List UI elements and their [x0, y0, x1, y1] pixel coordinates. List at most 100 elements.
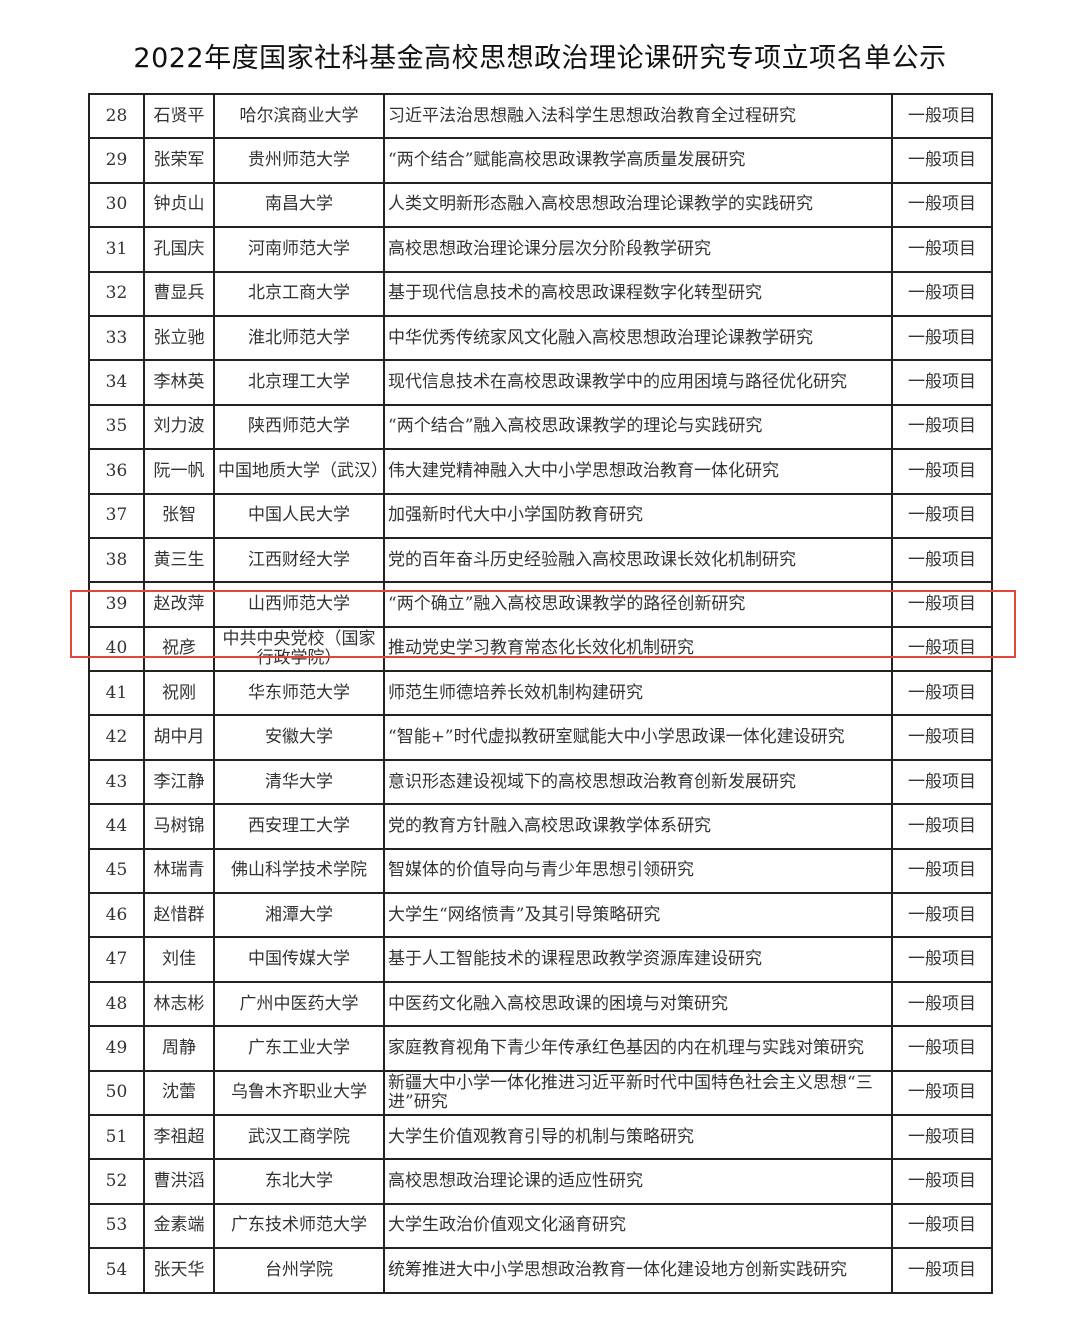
institution: 湘潭大学 — [213, 892, 385, 939]
project-type: 一般项目 — [891, 1025, 993, 1072]
project-type: 一般项目 — [891, 758, 993, 806]
row-number: 41 — [88, 670, 145, 717]
project-title: 党的教育方针融入高校思政课教学体系研究 — [383, 803, 893, 850]
row-number: 32 — [88, 270, 145, 317]
table-row: 32 曹显兵 北京工商大学 基于现代信息技术的高校思政课程数字化转型研究 一般项目 — [88, 270, 993, 317]
row-number: 40 — [88, 625, 145, 673]
applicant-name: 祝彦 — [143, 625, 215, 673]
institution: 安徽大学 — [213, 714, 385, 761]
institution: 清华大学 — [213, 758, 385, 806]
project-title: “两个确立”融入高校思政课教学的路径创新研究 — [383, 581, 893, 628]
table-row: 30 钟贞山 南昌大学 人类文明新形态融入高校思想政治理论课教学的实践研究 一般项目 — [88, 181, 993, 229]
row-number: 51 — [88, 1113, 145, 1161]
applicant-name: 曹洪滔 — [143, 1158, 215, 1205]
table-row: 37 张智 中国人民大学 加强新时代大中小学国防教育研究 一般项目 — [88, 492, 993, 539]
applicant-name: 阮一帆 — [143, 448, 215, 495]
institution: 河南师范大学 — [213, 226, 385, 273]
table-row: 28 石贤平 哈尔滨商业大学 习近平法治思想融入法科学生思想政治教育全过程研究 一般项目 — [88, 92, 993, 140]
table-row: 41 祝刚 华东师范大学 师范生师德培养长效机制构建研究 一般项目 — [88, 670, 993, 717]
institution: 淮北师范大学 — [213, 314, 385, 362]
row-number: 29 — [88, 137, 145, 184]
project-title: 高校思想政治理论课的适应性研究 — [383, 1158, 893, 1205]
project-type: 一般项目 — [891, 625, 993, 673]
row-number: 36 — [88, 448, 145, 495]
table-row: 48 林志彬 广州中医药大学 中医药文化融入高校思政课的困境与对策研究 一般项目 — [88, 980, 993, 1028]
table-row: 50 沈蕾 乌鲁木齐职业大学 新疆大中小学一体化推进习近平新时代中国特色社会主义思想“… — [88, 1069, 993, 1116]
project-title: 师范生师德培养长效机制构建研究 — [383, 670, 893, 717]
applicant-name: 周静 — [143, 1025, 215, 1072]
applicant-name: 沈蕾 — [143, 1069, 215, 1116]
institution: 江西财经大学 — [213, 536, 385, 584]
applicant-name: 曹显兵 — [143, 270, 215, 317]
row-number: 45 — [88, 847, 145, 895]
project-title: “两个结合”赋能高校思政课教学高质量发展研究 — [383, 137, 893, 184]
applicant-name: 金素端 — [143, 1202, 215, 1250]
table-row: 45 林瑞青 佛山科学技术学院 智媒体的价值导向与青少年思想引领研究 一般项目 — [88, 847, 993, 895]
row-number: 48 — [88, 980, 145, 1028]
institution: 东北大学 — [213, 1158, 385, 1205]
table-row: 35 刘力波 陕西师范大学 “两个结合”融入高校思政课教学的理论与实践研究 一般项目 — [88, 403, 993, 451]
applicant-name: 张天华 — [143, 1247, 215, 1294]
institution: 广州中医药大学 — [213, 980, 385, 1028]
institution: 西安理工大学 — [213, 803, 385, 850]
table-row: 42 胡中月 安徽大学 “智能+”时代虚拟教研室赋能大中小学思政课一体化建设研究 一般项… — [88, 714, 993, 761]
table-row: 43 李江静 清华大学 意识形态建设视域下的高校思想政治教育创新发展研究 一般项目 — [88, 758, 993, 806]
project-type: 一般项目 — [891, 892, 993, 939]
project-type: 一般项目 — [891, 270, 993, 317]
institution: 华东师范大学 — [213, 670, 385, 717]
institution: 北京工商大学 — [213, 270, 385, 317]
project-type: 一般项目 — [891, 226, 993, 273]
project-title: 人类文明新形态融入高校思想政治理论课教学的实践研究 — [383, 181, 893, 229]
project-title: 大学生政治价值观文化涵育研究 — [383, 1202, 893, 1250]
project-type: 一般项目 — [891, 1113, 993, 1161]
institution: 贵州师范大学 — [213, 137, 385, 184]
project-title: 加强新时代大中小学国防教育研究 — [383, 492, 893, 539]
document-title: 2022年度国家社科基金高校思想政治理论课研究专项立项名单公示 — [133, 43, 947, 74]
row-number: 47 — [88, 936, 145, 983]
table-row: 33 张立驰 淮北师范大学 中华优秀传统家风文化融入高校思想政治理论课教学研究 一般项目 — [88, 314, 993, 362]
project-title: 习近平法治思想融入法科学生思想政治教育全过程研究 — [383, 92, 893, 140]
institution: 哈尔滨商业大学 — [213, 92, 385, 140]
project-title: 大学生价值观教育引导的机制与策略研究 — [383, 1113, 893, 1161]
row-number: 53 — [88, 1202, 145, 1250]
applicant-name: 马树锦 — [143, 803, 215, 850]
project-type: 一般项目 — [891, 137, 993, 184]
applicant-name: 胡中月 — [143, 714, 215, 761]
project-title: 智媒体的价值导向与青少年思想引领研究 — [383, 847, 893, 895]
row-number: 33 — [88, 314, 145, 362]
applicant-name: 李江静 — [143, 758, 215, 806]
project-title: 统筹推进大中小学思想政治教育一体化建设地方创新实践研究 — [383, 1247, 893, 1294]
institution: 佛山科学技术学院 — [213, 847, 385, 895]
project-title: 意识形态建设视域下的高校思想政治教育创新发展研究 — [383, 758, 893, 806]
project-title: 家庭教育视角下青少年传承红色基因的内在机理与实践对策研究 — [383, 1025, 893, 1072]
table-row: 54 张天华 台州学院 统筹推进大中小学思想政治教育一体化建设地方创新实践研究 一般项目 — [88, 1247, 993, 1294]
table-row: 29 张荣军 贵州师范大学 “两个结合”赋能高校思政课教学高质量发展研究 一般项目 — [88, 137, 993, 184]
row-number: 44 — [88, 803, 145, 850]
row-number: 42 — [88, 714, 145, 761]
project-title: 基于人工智能技术的课程思政教学资源库建设研究 — [383, 936, 893, 983]
applicant-name: 林瑞青 — [143, 847, 215, 895]
table-row: 53 金素端 广东技术师范大学 大学生政治价值观文化涵育研究 一般项目 — [88, 1202, 993, 1250]
institution: 中共中央党校（国家行政学院） — [213, 625, 385, 673]
row-number: 37 — [88, 492, 145, 539]
project-type: 一般项目 — [891, 936, 993, 983]
project-title: 党的百年奋斗历史经验融入高校思政课长效化机制研究 — [383, 536, 893, 584]
table-row: 39 赵改萍 山西师范大学 “两个确立”融入高校思政课教学的路径创新研究 一般项目 — [88, 581, 993, 628]
project-title: 新疆大中小学一体化推进习近平新时代中国特色社会主义思想“三进”研究 — [383, 1069, 893, 1116]
applicant-name: 林志彬 — [143, 980, 215, 1028]
applicant-name: 张智 — [143, 492, 215, 539]
project-title: 推动党史学习教育常态化长效化机制研究 — [383, 625, 893, 673]
row-number: 35 — [88, 403, 145, 451]
project-type: 一般项目 — [891, 980, 993, 1028]
project-type: 一般项目 — [891, 803, 993, 850]
project-list-table: 28 石贤平 哈尔滨商业大学 习近平法治思想融入法科学生思想政治教育全过程研究 一般项目… — [88, 92, 993, 1294]
applicant-name: 张立驰 — [143, 314, 215, 362]
table-row: 34 李林英 北京理工大学 现代信息技术在高校思政课教学中的应用困境与路径优化研究 一般… — [88, 359, 993, 406]
row-number: 31 — [88, 226, 145, 273]
project-type: 一般项目 — [891, 92, 993, 140]
applicant-name: 李林英 — [143, 359, 215, 406]
project-type: 一般项目 — [891, 403, 993, 451]
project-title: 基于现代信息技术的高校思政课程数字化转型研究 — [383, 270, 893, 317]
project-type: 一般项目 — [891, 1069, 993, 1116]
table-row: 44 马树锦 西安理工大学 党的教育方针融入高校思政课教学体系研究 一般项目 — [88, 803, 993, 850]
